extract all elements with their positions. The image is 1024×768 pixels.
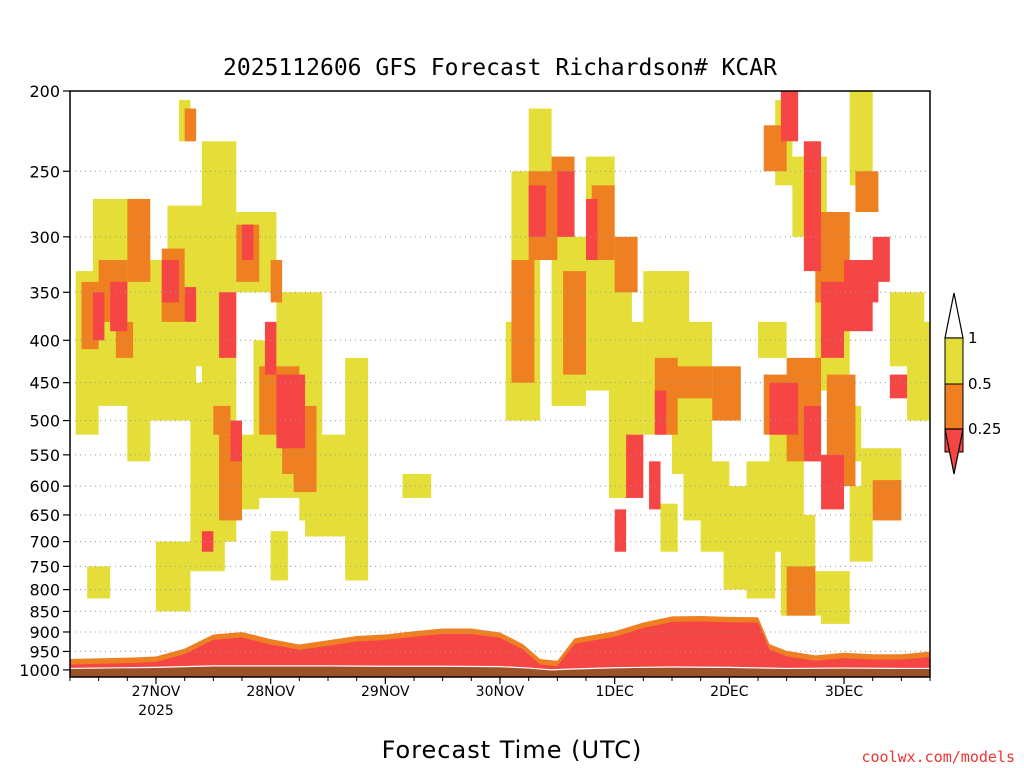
ri-cell-lt025 xyxy=(821,281,844,358)
ri-cell-lt025 xyxy=(614,509,627,552)
ri-cell-mid xyxy=(563,271,586,375)
y-axis: 200 250 300 350 400 450 500 550 600 650 700 750 800 8… xyxy=(19,82,70,680)
y-tick-label: 300 xyxy=(29,228,60,247)
ri-cell-gt05 xyxy=(907,321,930,421)
ri-cell-lt025 xyxy=(626,434,644,498)
x-axis-label: Forecast Time (UTC) xyxy=(382,736,643,764)
ri-cell-lt025 xyxy=(821,454,844,510)
x-tick-label: 30NOV xyxy=(476,684,525,700)
ri-cell-gt05 xyxy=(270,531,288,581)
x-tick-label: 1DEC xyxy=(596,684,635,700)
ri-cell-lt025 xyxy=(769,382,799,435)
ri-cell-gt05 xyxy=(849,486,873,562)
x-axis: 27NOV 28NOV 29NOV 30NOV 1DEC 2DEC 3DEC 2025 xyxy=(69,677,931,719)
ri-cell-gt05 xyxy=(620,321,644,435)
legend-label: 0.25 xyxy=(968,420,1001,438)
ri-cell-mid xyxy=(270,260,283,303)
ri-cell-lt025 xyxy=(110,281,128,332)
y-tick-label: 500 xyxy=(29,412,60,431)
ri-cell-lt025 xyxy=(803,141,822,272)
ri-cell-lt025 xyxy=(230,420,242,462)
ri-cell-mid xyxy=(184,108,197,142)
y-tick-label: 350 xyxy=(29,283,60,302)
chart-title: 2025112606 GFS Forecast Richardson# KCAR xyxy=(223,55,777,81)
x-tick-label: 29NOV xyxy=(361,684,410,700)
ri-cell-gt05 xyxy=(849,91,873,186)
x-tick-label: 2DEC xyxy=(710,684,749,700)
legend-arrow-top xyxy=(944,292,964,339)
legend-label: 1 xyxy=(968,329,978,347)
x-year-label: 2025 xyxy=(138,703,174,719)
ri-cell-gt05 xyxy=(821,607,850,624)
credit-text: coolwx.com/models xyxy=(861,748,1015,766)
ri-cell-mid xyxy=(614,236,638,293)
ri-cell-mid xyxy=(712,366,741,421)
legend-label: 0.5 xyxy=(968,375,992,393)
x-tick-label: 28NOV xyxy=(246,684,295,700)
ri-cell-lt025 xyxy=(803,405,822,462)
y-tick-label: 550 xyxy=(29,446,60,465)
y-tick-label: 450 xyxy=(29,374,60,393)
y-tick-label: 600 xyxy=(29,477,60,496)
surface-line xyxy=(70,665,930,671)
y-tick-label: 1000 xyxy=(19,661,60,680)
ri-cell-mid xyxy=(855,171,879,213)
y-tick-label: 700 xyxy=(29,533,60,552)
ri-cell-lt025 xyxy=(889,374,908,399)
legend: 1 0.5 0.25 xyxy=(944,292,1001,475)
ri-cell-lt025 xyxy=(654,390,667,435)
y-tick-label: 650 xyxy=(29,506,60,525)
y-tick-label: 400 xyxy=(29,331,60,350)
ri-cell-lt025 xyxy=(201,531,214,552)
ri-cell-mid xyxy=(127,198,151,282)
ri-cell-mid xyxy=(511,260,535,383)
ri-cell-gt05 xyxy=(345,357,369,581)
ri-cell-mid xyxy=(872,480,902,521)
legend-arrow-bottom xyxy=(944,428,964,475)
ri-cell-lt025 xyxy=(264,321,277,375)
y-tick-label: 750 xyxy=(29,557,60,576)
ri-cell-lt025 xyxy=(780,91,799,142)
ri-cell-gt05 xyxy=(87,566,111,599)
ri-cell-lt025 xyxy=(872,236,890,282)
ri-cell-lt025 xyxy=(586,198,598,261)
ri-cell-lt025 xyxy=(557,171,575,237)
ground-area xyxy=(70,665,930,677)
ri-cell-lt025 xyxy=(649,461,661,510)
y-tick-label: 900 xyxy=(29,623,60,642)
y-tick-label: 800 xyxy=(29,581,60,600)
ri-cell-lt025 xyxy=(161,260,179,303)
legend-swatch-gt05 xyxy=(944,337,964,385)
ri-cell-mid xyxy=(672,366,713,399)
ri-cell-mid xyxy=(213,405,231,435)
ri-cell-lt025 xyxy=(184,287,197,322)
y-tick-label: 950 xyxy=(29,642,60,661)
x-tick-label: 3DEC xyxy=(825,684,864,700)
ri-cell-gt05 xyxy=(402,473,432,498)
ri-cell-gt05 xyxy=(156,541,191,612)
ri-cell-lt025 xyxy=(92,292,105,341)
y-tick-label: 850 xyxy=(29,602,60,621)
y-tick-label: 200 xyxy=(29,82,60,101)
low-layer-band xyxy=(70,621,930,670)
ri-cell-lt025 xyxy=(528,185,546,237)
x-tick-label: 27NOV xyxy=(132,684,181,700)
heatmap-cells xyxy=(70,91,930,677)
ri-cell-gt05 xyxy=(178,99,191,142)
ri-cell-mid xyxy=(786,566,816,616)
y-tick-label: 250 xyxy=(29,162,60,181)
ri-cell-gt05 xyxy=(758,321,787,358)
ri-cell-lt025 xyxy=(242,224,254,261)
ri-cell-gt05 xyxy=(660,503,678,552)
ri-cell-lt025 xyxy=(276,374,306,449)
ri-cell-mid xyxy=(293,441,317,493)
legend-swatch-mid xyxy=(944,383,964,430)
ri-cell-lt025 xyxy=(219,292,237,358)
grid-lines xyxy=(70,170,930,652)
